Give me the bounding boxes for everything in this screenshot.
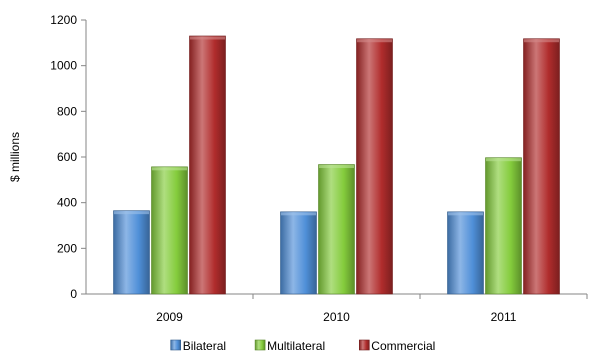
bar bbox=[447, 211, 484, 295]
legend: Bilateral Multilateral Commercial bbox=[170, 339, 435, 353]
legend-label: Multilateral bbox=[267, 339, 325, 353]
y-tick-label: 1200 bbox=[50, 13, 77, 27]
y-tick-label: 200 bbox=[57, 241, 77, 255]
x-tick-label: 2010 bbox=[323, 310, 350, 324]
legend-swatch bbox=[254, 339, 266, 351]
bar-bilateral-2009 bbox=[113, 210, 150, 295]
bar-top-highlight bbox=[190, 36, 225, 40]
y-tick-label: 600 bbox=[57, 150, 77, 164]
legend-label: Commercial bbox=[371, 339, 435, 353]
y-axis-title: $ millions bbox=[8, 132, 22, 182]
y-tick-label: 800 bbox=[57, 104, 77, 118]
y-tick-label: 1000 bbox=[50, 59, 77, 73]
bar-top-highlight bbox=[319, 165, 354, 169]
y-tick-label: 400 bbox=[57, 196, 77, 210]
bar-bilateral-2010 bbox=[280, 211, 317, 295]
bar-top-highlight bbox=[357, 39, 392, 43]
bar-multilateral-2009 bbox=[151, 166, 188, 295]
x-tick-label: 2011 bbox=[491, 310, 517, 324]
legend-item-bilateral: Bilateral bbox=[170, 339, 226, 353]
y-tick-label: 0 bbox=[70, 287, 77, 301]
bar-top-highlight bbox=[524, 39, 559, 43]
bar-top-highlight bbox=[486, 158, 521, 162]
legend-swatch bbox=[358, 339, 370, 351]
bar-commercial-2011 bbox=[523, 38, 560, 295]
legend-label: Bilateral bbox=[183, 339, 226, 353]
bar bbox=[189, 35, 226, 295]
bar-multilateral-2010 bbox=[318, 164, 355, 295]
legend-swatch bbox=[170, 339, 181, 351]
bar-top-highlight bbox=[281, 212, 316, 216]
bar bbox=[356, 38, 393, 295]
bar bbox=[113, 210, 150, 295]
bar bbox=[523, 38, 560, 295]
bar-top-highlight bbox=[448, 212, 483, 216]
axes: 0 200 400 600 800 1000 1200 $ millions 2009 2010 2… bbox=[8, 13, 588, 324]
bar-commercial-2009 bbox=[189, 35, 226, 295]
x-tick-label: 2009 bbox=[156, 310, 183, 324]
bar-bilateral-2011 bbox=[447, 211, 484, 295]
bar bbox=[485, 157, 522, 295]
bar-multilateral-2011 bbox=[485, 157, 522, 295]
bar bbox=[318, 164, 355, 295]
legend-item-commercial: Commercial bbox=[358, 339, 435, 353]
bar-commercial-2010 bbox=[356, 38, 393, 295]
bar bbox=[280, 211, 317, 295]
legend-item-multilateral: Multilateral bbox=[254, 339, 325, 353]
bar-top-highlight bbox=[114, 211, 149, 215]
bars bbox=[113, 35, 560, 295]
bar-top-highlight bbox=[152, 167, 187, 171]
bar bbox=[151, 166, 188, 295]
